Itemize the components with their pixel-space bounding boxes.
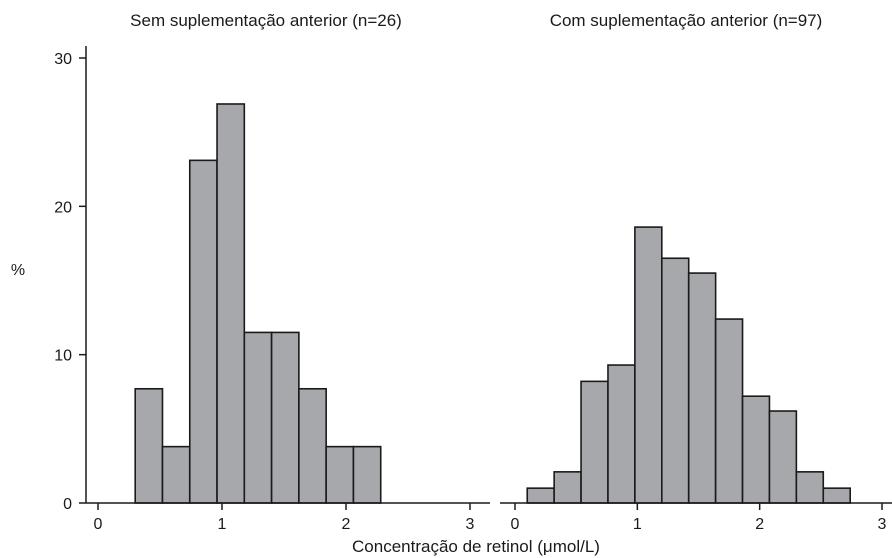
histogram-bar: [607, 364, 636, 504]
y-tick-label: 10: [54, 348, 72, 365]
x-tick-label: 2: [342, 516, 351, 533]
histogram-bar: [134, 387, 164, 504]
x-axis-label: Concentração de retinol (μmol/L): [352, 537, 600, 556]
x-tick-label: 1: [218, 516, 227, 533]
histogram-bar: [270, 331, 300, 504]
histogram-bar: [298, 387, 327, 504]
x-tick-label: 1: [633, 516, 642, 533]
histogram-bar: [325, 445, 355, 504]
histogram-bar: [161, 445, 191, 504]
y-tick-label: 0: [63, 496, 72, 513]
x-tick-label: 0: [511, 516, 520, 533]
histogram-bar: [822, 487, 851, 504]
histogram-bar: [352, 445, 382, 504]
histogram-bar: [768, 410, 798, 504]
y-tick-label: 20: [54, 199, 72, 216]
x-tick-label: 3: [878, 516, 887, 533]
x-tick-label: 2: [755, 516, 764, 533]
histogram-bar: [553, 471, 582, 504]
histogram-bar: [188, 159, 218, 504]
histogram-panel-1: Sem suplementação anterior (n=26)0 1 2 3010…: [54, 11, 490, 533]
histogram-bar: [660, 257, 690, 504]
panel-title: Com suplementação anterior (n=97): [550, 11, 823, 30]
panel-title: Sem suplementação anterior (n=26): [130, 11, 402, 30]
histogram-bar: [634, 226, 663, 504]
histogram-bar: [580, 380, 609, 504]
x-tick-label: 3: [466, 516, 475, 533]
histogram-bar: [243, 331, 273, 504]
histogram-bar: [741, 395, 771, 504]
histogram-bar: [526, 487, 555, 504]
histogram-bar: [795, 471, 825, 504]
histogram-bar: [687, 272, 717, 504]
x-tick-label: 0: [94, 516, 103, 533]
histogram-bar: [714, 318, 744, 504]
histogram-bar: [216, 103, 246, 504]
y-tick-label: 30: [54, 51, 72, 68]
histogram-panel-2: Com suplementação anterior (n=97) 0 1 2 3: [500, 11, 892, 533]
y-axis-label: %: [11, 262, 25, 279]
